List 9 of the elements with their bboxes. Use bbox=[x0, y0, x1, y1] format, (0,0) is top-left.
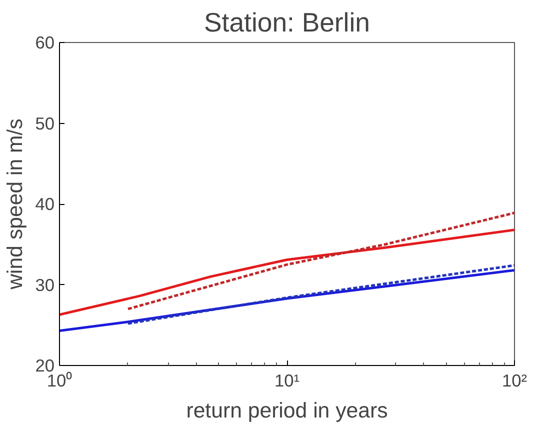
y-axis-title: wind speed in m/s bbox=[3, 118, 28, 290]
y-tick-label: 60 bbox=[35, 32, 55, 52]
x-axis-title: return period in years bbox=[186, 398, 388, 422]
y-tick-label: 40 bbox=[35, 194, 55, 214]
x-tick-label: 10² bbox=[502, 370, 528, 390]
chart-title: Station: Berlin bbox=[204, 8, 370, 38]
x-tick-label: 10¹ bbox=[274, 370, 300, 390]
y-tick-label: 30 bbox=[35, 274, 55, 295]
y-tick-label: 50 bbox=[35, 113, 55, 134]
